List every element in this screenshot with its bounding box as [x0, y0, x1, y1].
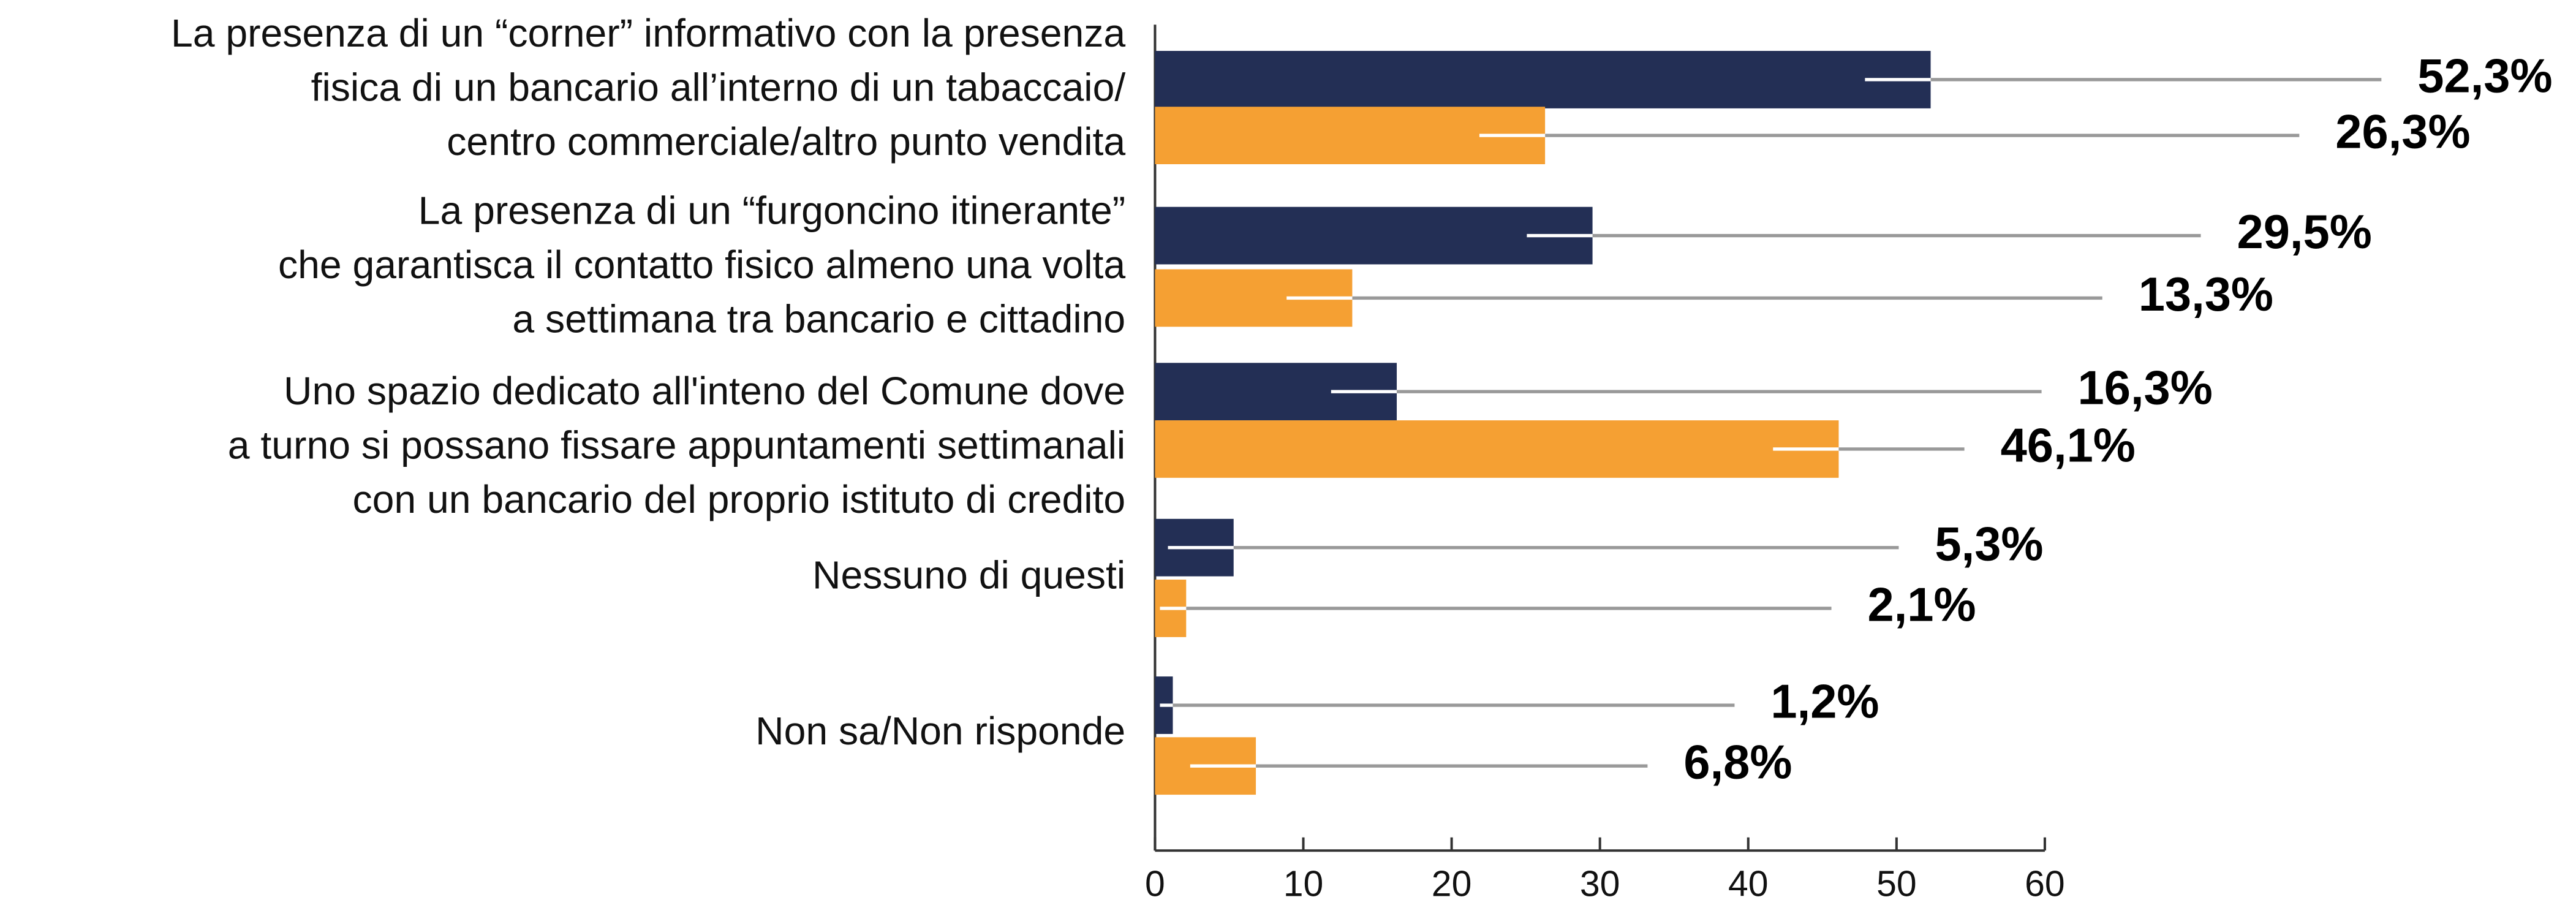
category-label: a turno si possano fissare appuntamenti … — [228, 423, 1125, 467]
x-tick-label: 10 — [1283, 864, 1324, 904]
value-label: 16,3% — [2078, 362, 2213, 415]
value-label: 13,3% — [2139, 268, 2273, 321]
category-label: Uno spazio dedicato all'inteno del Comun… — [284, 369, 1125, 413]
category-label: centro commerciale/altro punto vendita — [447, 119, 1125, 164]
x-tick-label: 60 — [2025, 864, 2065, 904]
bar — [1155, 420, 1839, 478]
category-label: Nessuno di questi — [812, 553, 1125, 597]
category-label: che garantisca il contatto fisico almeno… — [278, 243, 1125, 287]
category-label: a settimana tra bancario e cittadino — [512, 297, 1125, 341]
bar — [1155, 51, 1931, 108]
value-label: 46,1% — [2001, 419, 2136, 472]
value-label: 1,2% — [1770, 676, 1879, 728]
value-label: 5,3% — [1935, 518, 2043, 570]
value-label: 2,1% — [1868, 578, 1976, 631]
category-label: La presenza di un “furgoncino itinerante… — [418, 188, 1126, 232]
category-label: Non sa/Non risponde — [755, 709, 1125, 753]
category-label: con un bancario del proprio istituto di … — [353, 477, 1126, 521]
value-label: 6,8% — [1683, 736, 1792, 789]
x-tick-label: 30 — [1580, 864, 1620, 904]
category-label: fisica di un bancario all’interno di un … — [311, 65, 1126, 109]
value-label: 26,3% — [2335, 106, 2470, 159]
value-label: 52,3% — [2417, 50, 2552, 103]
x-tick-label: 0 — [1145, 864, 1165, 904]
value-label: 29,5% — [2237, 206, 2371, 259]
category-label: La presenza di un “corner” informativo c… — [171, 11, 1125, 55]
x-tick-label: 40 — [1728, 864, 1769, 904]
x-tick-label: 50 — [1876, 864, 1917, 904]
x-tick-label: 20 — [1432, 864, 1472, 904]
bar — [1155, 206, 1593, 265]
